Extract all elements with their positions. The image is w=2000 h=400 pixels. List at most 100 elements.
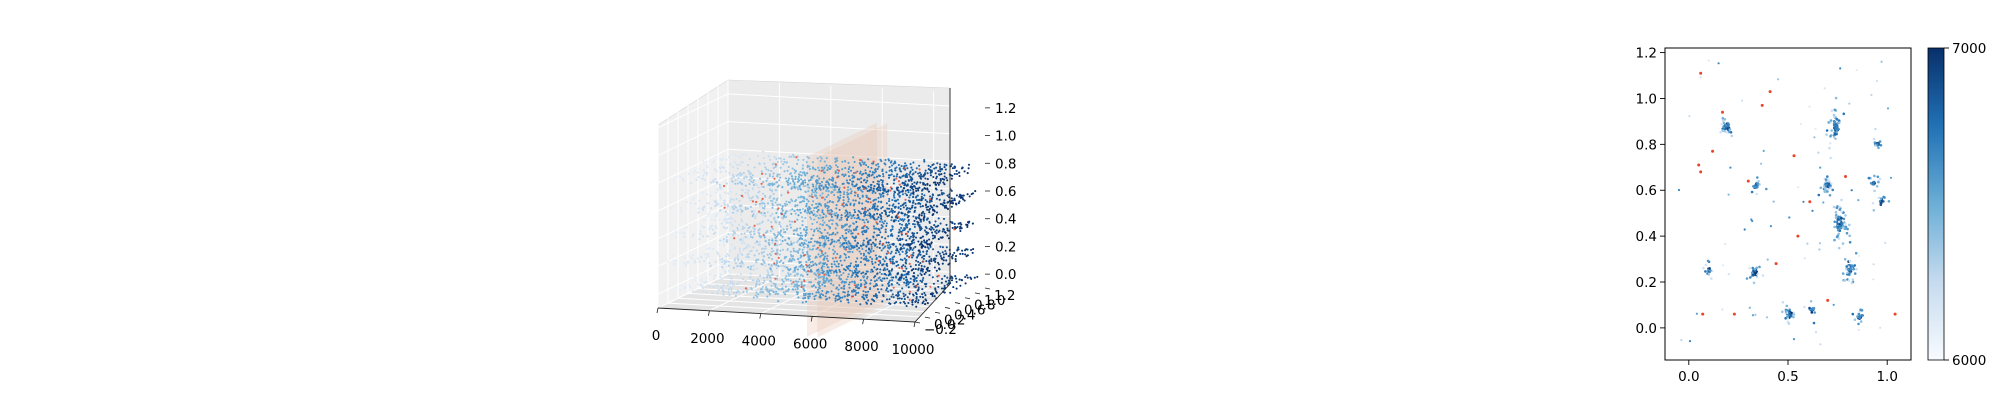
scatter-3d-point (903, 257, 906, 260)
scatter-2d-point (1729, 166, 1732, 169)
scatter-3d-outlier (872, 160, 875, 163)
scatter-3d-point (865, 255, 868, 258)
scatter-3d-point (923, 158, 926, 162)
scatter-3d-point (845, 241, 848, 244)
scatter-3d-point (863, 283, 866, 286)
scatter-3d-point (934, 287, 937, 290)
scatter-3d-point (818, 244, 821, 247)
scatter-3d-point (848, 269, 852, 272)
scatter-2d-point (1848, 241, 1852, 244)
scatter-3d-point (895, 294, 898, 297)
scatter-3d-point (819, 296, 822, 299)
scatter-3d-point (795, 290, 798, 294)
scatter-3d-point (847, 168, 850, 171)
scatter-3d-point (913, 223, 916, 226)
scatter-3d-point (862, 290, 865, 293)
scatter-3d-point (915, 217, 918, 220)
scatter-3d-point (749, 233, 752, 236)
scatter-3d-point (909, 194, 912, 197)
scatter-3d-point (789, 240, 792, 243)
scatter-3d-point (819, 155, 822, 159)
scatter-2d-point (1834, 213, 1838, 217)
scatter-3d-point (865, 277, 869, 280)
scatter-2d-point (1706, 259, 1710, 263)
scatter-3d-point (919, 295, 922, 298)
scatter-3d-point (891, 260, 894, 263)
scatter-3d-point (922, 300, 925, 303)
scatter-3d-point (748, 173, 751, 176)
scatter-3d-outlier (857, 232, 860, 235)
scatter-2d-point (1754, 313, 1757, 316)
scatter-3d-point (759, 274, 762, 277)
scatter-3d-point (729, 282, 732, 285)
scatter-2d-point (1708, 269, 1711, 272)
scatter-3d-point (811, 183, 814, 186)
scatter-3d-point (938, 267, 941, 270)
scatter-3d-point (719, 276, 722, 279)
scatter-3d-outlier (805, 263, 808, 266)
scatter-3d-point (738, 223, 741, 226)
scatter-3d-point (853, 246, 856, 249)
scatter-3d-point (837, 265, 840, 268)
scatter-3d-point (902, 219, 905, 222)
scatter-3d-point (736, 163, 739, 166)
scatter-3d-point (911, 303, 914, 306)
scatter-3d-point (820, 232, 823, 235)
scatter-3d-point (757, 278, 760, 281)
scatter-3d-point (876, 288, 879, 291)
scatter-3d-point (682, 232, 685, 235)
scatter-3d-point (923, 194, 926, 197)
scatter-3d-point (782, 280, 785, 283)
scatter-3d-point (888, 174, 892, 177)
scatter-3d-point (736, 182, 740, 185)
scatter-3d-point (898, 297, 901, 300)
scatter-3d-point (919, 269, 922, 272)
colorbar-max-label: 7000 (1952, 41, 1986, 57)
scatter-3d-point (846, 298, 849, 301)
scatter-3d-point (796, 204, 799, 207)
scatter-3d-point (857, 291, 860, 294)
scatter-3d-point (921, 256, 924, 259)
scatter-3d-point (953, 172, 956, 176)
scatter-3d-point (850, 192, 853, 195)
scatter-3d-point (872, 190, 875, 193)
scatter-3d-point (861, 247, 864, 251)
scatter-3d-point (875, 284, 879, 287)
scatter-3d-point (849, 187, 852, 191)
scatter-3d-point (697, 211, 700, 214)
y-tick-label: 0.0 (1636, 321, 1657, 337)
scatter-3d-point (912, 161, 915, 164)
scatter-3d-point (736, 209, 739, 212)
scatter-2d-point (1858, 314, 1862, 318)
scatter-3d-point (819, 159, 822, 163)
scatter-3d-point (812, 209, 815, 212)
scatter-3d-point (791, 199, 794, 203)
scatter-3d-outlier (904, 198, 907, 201)
scatter-3d-point (817, 166, 820, 169)
scatter-3d-point (702, 169, 705, 172)
scatter-3d-point (742, 240, 745, 243)
scatter-2d-point (1844, 214, 1847, 217)
scatter-3d-point (941, 258, 944, 261)
scatter-3d-point (912, 199, 915, 202)
grid-line (914, 287, 986, 323)
scatter-3d-point (916, 301, 920, 304)
scatter-3d-point (724, 210, 727, 213)
scatter-3d-point (934, 260, 937, 263)
scatter-3d-point (739, 265, 742, 268)
scatter-2d-point (1842, 112, 1846, 116)
scatter-3d-point (731, 224, 734, 227)
scatter-3d-point (901, 244, 904, 248)
scatter-3d-point (703, 205, 706, 208)
scatter-3d-point (887, 281, 891, 284)
scatter-3d-point (918, 171, 921, 174)
scatter-3d-point (809, 292, 812, 295)
scatter-3d-point (892, 296, 895, 299)
scatter-3d-point (850, 276, 853, 279)
scatter-3d-outlier (823, 273, 826, 276)
scatter-3d-point (908, 210, 911, 213)
scatter-3d-point (957, 248, 960, 251)
scatter-3d-point (841, 168, 844, 171)
scatter-2d-point (1823, 87, 1826, 90)
scatter-3d-point (768, 290, 771, 293)
